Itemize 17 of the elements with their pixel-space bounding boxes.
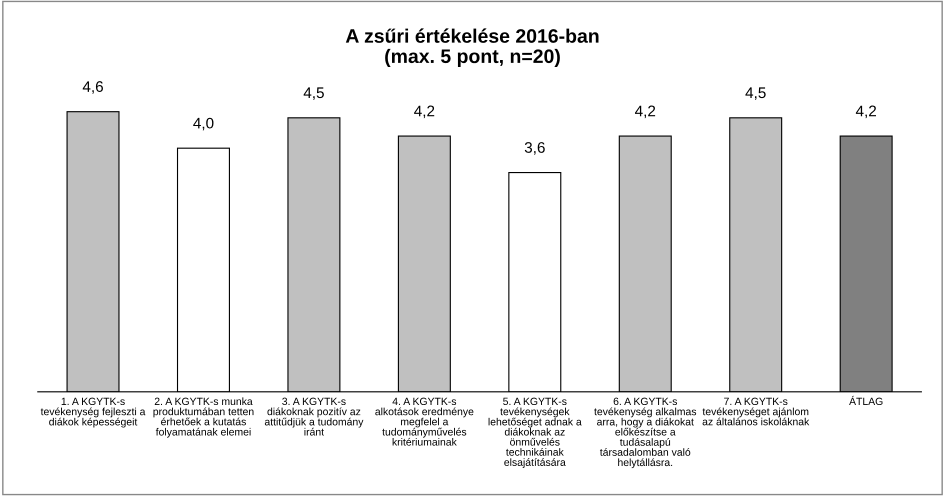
- x-tick-label: 4. A KGYTK-s alkotások eredménye megfelel a tudományművelés kritériumainak: [375, 398, 474, 446]
- x-tick-label: 7. A KGYTK-s tevékenységet ajánlom az általános iskoláknak: [702, 398, 810, 426]
- x-tick-label: 1. A KGYTK-s tevékenység fejleszti a diákok képességeit: [40, 398, 146, 428]
- data-label: 4,2: [634, 106, 656, 118]
- data-label: 4,2: [414, 106, 434, 118]
- x-tick-label: ÁTLAG: [849, 396, 882, 406]
- chart-title: A zsűri értékelése 2016-ban (max. 5 pont, n=20): [346, 28, 598, 67]
- x-tick-label: 2. A KGYTK-s munka produktumában tetten érhetőek a kutatás folyamatának elemei: [153, 397, 254, 438]
- x-tick-label: 5. A KGYTK-s tevékenységek lehetőséget adnak a diákoknak az önművelés technikáinak elsajátítására: [488, 398, 582, 468]
- data-label: 4,0: [193, 118, 214, 130]
- data-label: 3,6: [524, 142, 545, 155]
- data-label: 4,5: [745, 87, 766, 100]
- data-label: 4,6: [82, 81, 103, 94]
- data-label: 4,2: [856, 106, 876, 118]
- data-label: 4,5: [304, 87, 324, 100]
- x-tick-label: 3. A KGYTK-s diákoknak pozitív az attitűdjük a tudomány iránt: [264, 398, 364, 436]
- x-tick-label: 6. A KGYTK-s tevékenység alkalmas arra, hogy a diákokat előkészítse a tudásalapú társadalomban való helytállásra.: [594, 398, 696, 468]
